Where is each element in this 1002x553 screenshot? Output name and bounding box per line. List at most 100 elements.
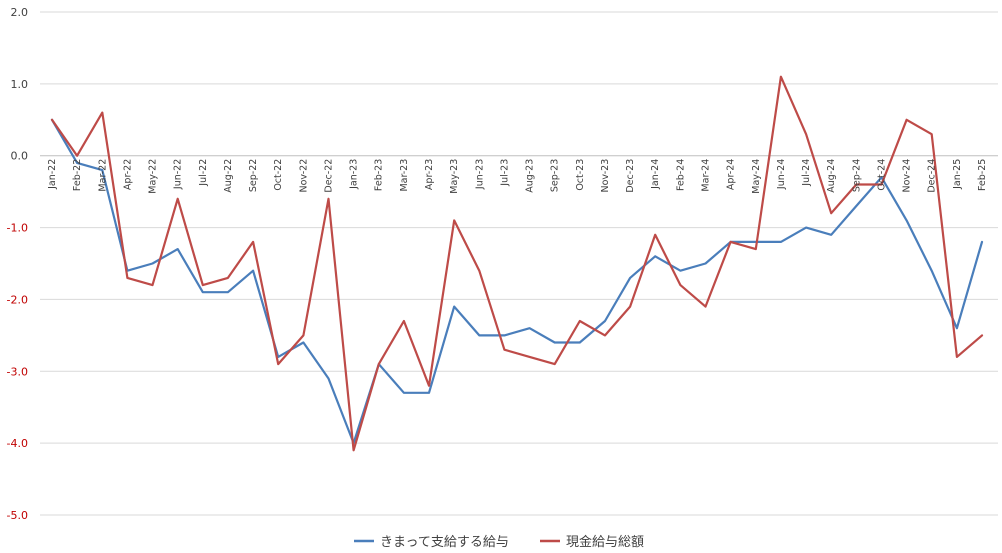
x-tick-label: Jun-24 <box>776 159 787 190</box>
y-tick-label: 2.0 <box>11 6 29 19</box>
data-point <box>604 334 606 336</box>
data-point <box>352 449 354 451</box>
y-tick-label: -2.0 <box>7 293 28 306</box>
data-point <box>126 277 128 279</box>
x-tick-label: Jul-24 <box>801 159 812 187</box>
data-point <box>428 384 430 386</box>
data-point <box>378 363 380 365</box>
x-tick-label: Oct-24 <box>876 159 887 191</box>
series-line-2 <box>50 75 984 452</box>
data-point <box>227 277 229 279</box>
x-tick-label: May-23 <box>449 159 460 194</box>
x-axis-ticks: Jan-22 Feb-22 Mar-22 Apr-22 May-22 Jun-22 Jul-… <box>47 159 988 194</box>
x-tick-label: Sep-23 <box>550 159 561 192</box>
data-point <box>202 291 204 293</box>
legend-label: 現金給与総額 <box>566 534 644 550</box>
data-point <box>679 269 681 271</box>
x-tick-label: Feb-22 <box>72 159 83 191</box>
x-tick-label: Aug-22 <box>223 159 234 193</box>
data-point <box>176 248 178 250</box>
data-point <box>554 341 556 343</box>
y-tick-label: -3.0 <box>7 365 28 378</box>
data-point <box>101 111 103 113</box>
data-point <box>629 305 631 307</box>
data-point <box>403 320 405 322</box>
data-point <box>51 119 53 121</box>
y-tick-label: 1.0 <box>11 78 29 91</box>
data-point <box>654 234 656 236</box>
y-axis-ticks: 2.0 1.0 0.0 -1.0 -2.0 -3.0 -4.0 -5.0 <box>7 6 28 522</box>
data-point <box>956 327 958 329</box>
data-point <box>956 356 958 358</box>
x-tick-label: Nov-22 <box>298 159 309 193</box>
x-tick-label: Jan-25 <box>952 159 963 190</box>
data-point <box>830 234 832 236</box>
data-point <box>151 262 153 264</box>
y-tick-label: -5.0 <box>7 509 28 522</box>
x-tick-label: Aug-23 <box>525 159 536 193</box>
x-tick-label: Jul-23 <box>499 159 510 187</box>
data-point <box>830 212 832 214</box>
data-point <box>579 341 581 343</box>
x-tick-label: Feb-25 <box>977 159 988 191</box>
y-tick-label: -4.0 <box>7 437 28 450</box>
data-point <box>554 363 556 365</box>
data-point <box>805 133 807 135</box>
x-tick-label: May-24 <box>751 159 762 194</box>
series-line-1 <box>50 118 984 445</box>
data-point <box>528 327 530 329</box>
data-point <box>453 305 455 307</box>
y-tick-label: -1.0 <box>7 222 28 235</box>
data-point <box>302 341 304 343</box>
x-tick-label: Jan-24 <box>650 159 661 190</box>
x-tick-label: Mar-23 <box>399 159 410 192</box>
data-point <box>478 269 480 271</box>
data-point <box>503 349 505 351</box>
x-tick-label: Apr-24 <box>726 159 737 190</box>
x-tick-label: Jun-22 <box>173 159 184 190</box>
data-point <box>729 241 731 243</box>
data-point <box>302 334 304 336</box>
x-tick-label: Apr-22 <box>122 159 133 190</box>
x-tick-label: Sep-22 <box>248 159 259 192</box>
data-point <box>76 155 78 157</box>
x-tick-label: Jan-22 <box>47 159 58 190</box>
x-tick-label: Mar-24 <box>701 159 712 192</box>
x-tick-label: Aug-24 <box>826 159 837 193</box>
data-point <box>629 277 631 279</box>
data-point <box>227 291 229 293</box>
data-point <box>704 262 706 264</box>
data-point <box>931 133 933 135</box>
data-point <box>780 75 782 77</box>
x-tick-label: Sep-24 <box>851 159 862 192</box>
data-point <box>931 269 933 271</box>
x-tick-label: May-22 <box>148 159 159 194</box>
x-tick-label: Nov-23 <box>600 159 611 193</box>
data-point <box>679 284 681 286</box>
data-point <box>453 219 455 221</box>
x-tick-label: Mar-22 <box>97 159 108 192</box>
data-point <box>528 356 530 358</box>
data-point <box>252 241 254 243</box>
series-lines <box>50 75 984 452</box>
data-point <box>905 119 907 121</box>
x-tick-label: Feb-23 <box>374 159 385 191</box>
data-point <box>704 305 706 307</box>
x-tick-label: Jan-23 <box>349 159 360 190</box>
data-point <box>202 284 204 286</box>
legend: きまって支給する給与 現金給与総額 <box>354 534 644 550</box>
x-tick-label: Nov-24 <box>902 159 913 193</box>
gridlines <box>40 11 998 516</box>
data-point <box>780 241 782 243</box>
data-point <box>277 363 279 365</box>
x-tick-label: Dec-23 <box>625 159 636 193</box>
data-point <box>327 198 329 200</box>
data-point <box>428 392 430 394</box>
data-point <box>327 377 329 379</box>
data-point <box>151 284 153 286</box>
data-point <box>252 269 254 271</box>
x-tick-label: Jul-22 <box>198 159 209 187</box>
x-tick-label: Jun-23 <box>474 159 485 190</box>
x-tick-label: Dec-24 <box>927 159 938 193</box>
